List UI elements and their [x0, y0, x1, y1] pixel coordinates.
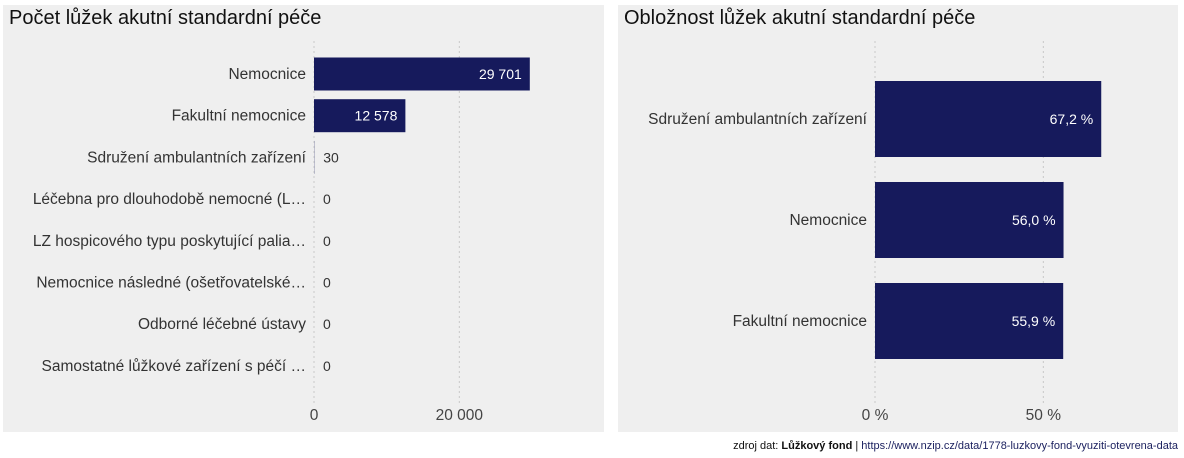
beds-count-category-label: Léčebna pro dlouhodobě nemocné (L… [33, 191, 306, 208]
occupancy-chart-title: Obložnost lůžek akutní standardní péče [624, 7, 976, 29]
beds-count-category-label: Odborné léčebné ústavy [138, 316, 306, 333]
beds-count-category-label: Fakultní nemocnice [172, 108, 306, 125]
beds-count-bar [314, 99, 406, 133]
beds-count-bar [314, 57, 530, 91]
occupancy-bar [875, 283, 1064, 359]
source-separator: | [852, 440, 862, 452]
occupancy-x-tick-label: 50 % [1026, 407, 1062, 424]
beds-count-value-label: 0 [323, 233, 331, 249]
beds-count-value-label: 12 578 [355, 108, 398, 124]
beds-count-x-tick-label: 0 [310, 407, 319, 424]
occupancy-bar [875, 182, 1064, 258]
beds-count-value-label: 0 [323, 275, 331, 291]
occupancy-value-label: 56,0 % [1012, 212, 1056, 228]
occupancy-category-label: Nemocnice [789, 212, 867, 229]
beds-count-value-label: 0 [323, 316, 331, 332]
beds-count-category-label: Nemocnice následné (ošetřovatelské… [36, 275, 306, 292]
occupancy-category-label: Sdružení ambulantních zařízení [648, 111, 868, 128]
occupancy-value-label: 55,9 % [1012, 313, 1056, 329]
occupancy-value-label: 67,2 % [1050, 111, 1094, 127]
occupancy-bar [875, 81, 1102, 157]
occupancy-chart: 0 % 50 % Sdružení ambulantních zařízení 67,… [648, 41, 1102, 424]
source-name: Lůžkový fond [781, 440, 853, 452]
beds-count-value-label: 30 [323, 149, 339, 165]
beds-count-category-label: LZ hospicového typu poskytující palia… [33, 233, 306, 250]
source-link[interactable]: https://www.nzip.cz/data/1778-luzkovy-fo… [861, 440, 1178, 452]
beds-count-value-label: 0 [323, 191, 331, 207]
occupancy-chart-panel: Obložnost lůžek akutní standardní péče 0… [618, 5, 1178, 432]
beds-count-value-label: 29 701 [479, 66, 522, 82]
source-prefix: zdroj dat: [733, 440, 782, 452]
beds-count-x-tick-label: 20 000 [436, 407, 484, 424]
beds-count-category-label: Nemocnice [228, 66, 306, 83]
beds-count-chart-panel: Počet lůžek akutní standardní péče 0 20 0… [3, 5, 604, 432]
occupancy-x-tick-label: 0 % [862, 407, 889, 424]
beds-count-value-label: 0 [323, 358, 331, 374]
beds-count-category-label: Samostatné lůžkové zařízení s péčí … [42, 358, 306, 375]
data-source-note: zdroj dat: Lůžkový fond | https://www.nz… [733, 440, 1178, 452]
beds-count-chart: 0 20 000 Nemocnice 29 701 Fakultní nemocnice… [33, 41, 530, 424]
beds-count-category-label: Sdružení ambulantních zařízení [87, 149, 307, 166]
occupancy-category-label: Fakultní nemocnice [733, 313, 867, 330]
beds-count-chart-title: Počet lůžek akutní standardní péče [9, 7, 322, 29]
